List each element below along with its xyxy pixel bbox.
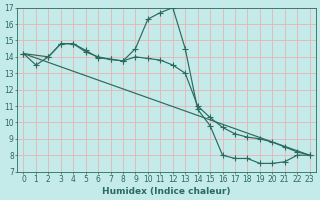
X-axis label: Humidex (Indice chaleur): Humidex (Indice chaleur) [102, 187, 231, 196]
